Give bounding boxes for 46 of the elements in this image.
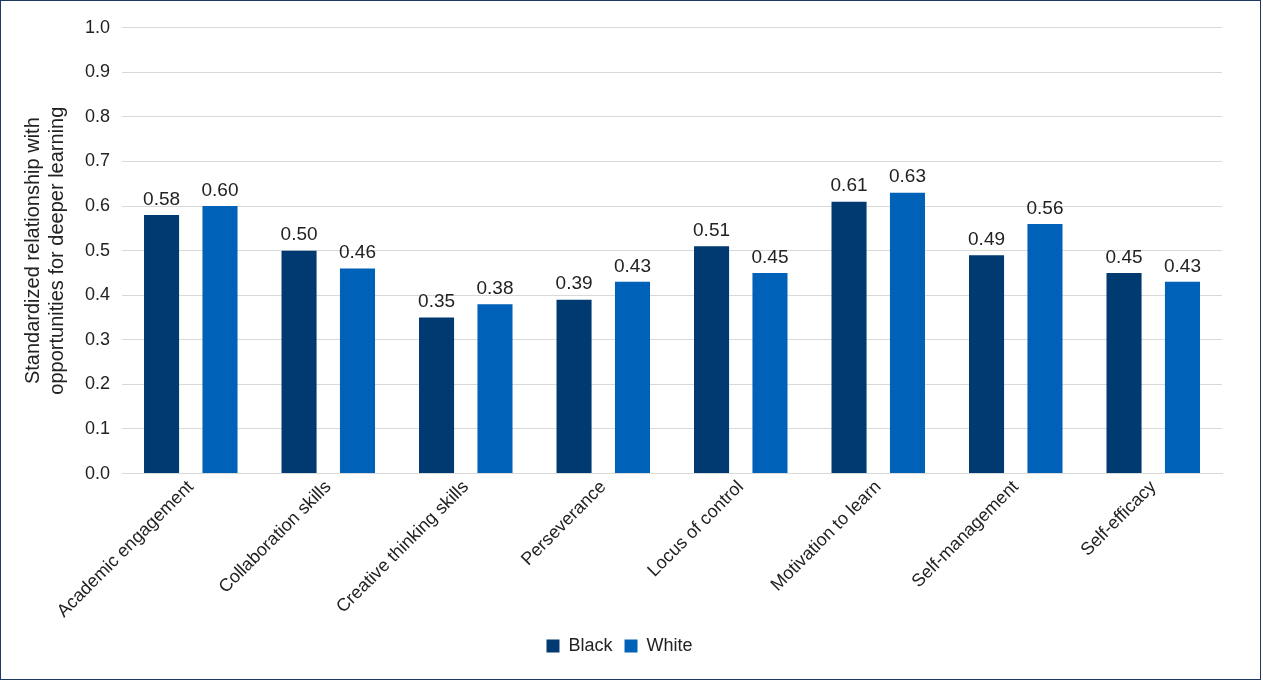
bar: [1106, 272, 1142, 474]
data-label: 0.45: [751, 245, 789, 267]
y-tick-label: 0.6: [84, 195, 111, 216]
y-tick-label: 0.1: [84, 417, 111, 438]
data-label: 0.43: [1163, 254, 1201, 276]
y-tick-label: 0.7: [84, 150, 111, 171]
bar: [144, 215, 180, 474]
data-label: 0.39: [555, 272, 593, 294]
y-tick-label: 0.8: [84, 105, 111, 126]
y-tick-label: 1.0: [84, 16, 111, 37]
bar: [889, 192, 926, 474]
y-tick-label: 0.0: [84, 462, 111, 483]
bar: [419, 317, 455, 474]
data-label: 0.35: [418, 290, 456, 312]
y-tick-label: 0.2: [84, 373, 111, 394]
bar: [1164, 281, 1200, 474]
data-label: 0.56: [1026, 196, 1064, 218]
data-label: 0.38: [476, 276, 514, 298]
bar: [477, 304, 513, 474]
data-label: 0.58: [143, 187, 181, 209]
bar: [1027, 223, 1063, 474]
y-axis-title: Standardized relationship with opportunities for deeper learning: [20, 106, 67, 395]
y-tick-label: 0.5: [84, 239, 111, 260]
bar: [614, 281, 651, 474]
bar: [202, 206, 238, 474]
bar: [694, 246, 730, 474]
data-label: 0.61: [830, 174, 868, 196]
data-label: 0.46: [338, 241, 376, 263]
bar: [752, 272, 788, 474]
data-label: 0.63: [888, 165, 926, 187]
data-label: 0.51: [693, 218, 731, 240]
bar: [556, 299, 592, 474]
bar: [969, 255, 1005, 474]
bar: [831, 201, 867, 474]
data-label: 0.45: [1105, 245, 1143, 267]
y-tick-label: 0.9: [84, 61, 111, 82]
data-label: 0.50: [280, 223, 318, 245]
bar: [339, 268, 376, 474]
y-tick-label: 0.3: [84, 328, 111, 349]
y-tick-label: 0.4: [84, 284, 111, 305]
legend-label: White: [646, 634, 693, 655]
data-label: 0.49: [968, 227, 1006, 249]
bar: [281, 250, 317, 474]
legend-label: Black: [568, 634, 614, 655]
data-label: 0.43: [613, 254, 651, 276]
data-label: 0.60: [201, 178, 239, 200]
